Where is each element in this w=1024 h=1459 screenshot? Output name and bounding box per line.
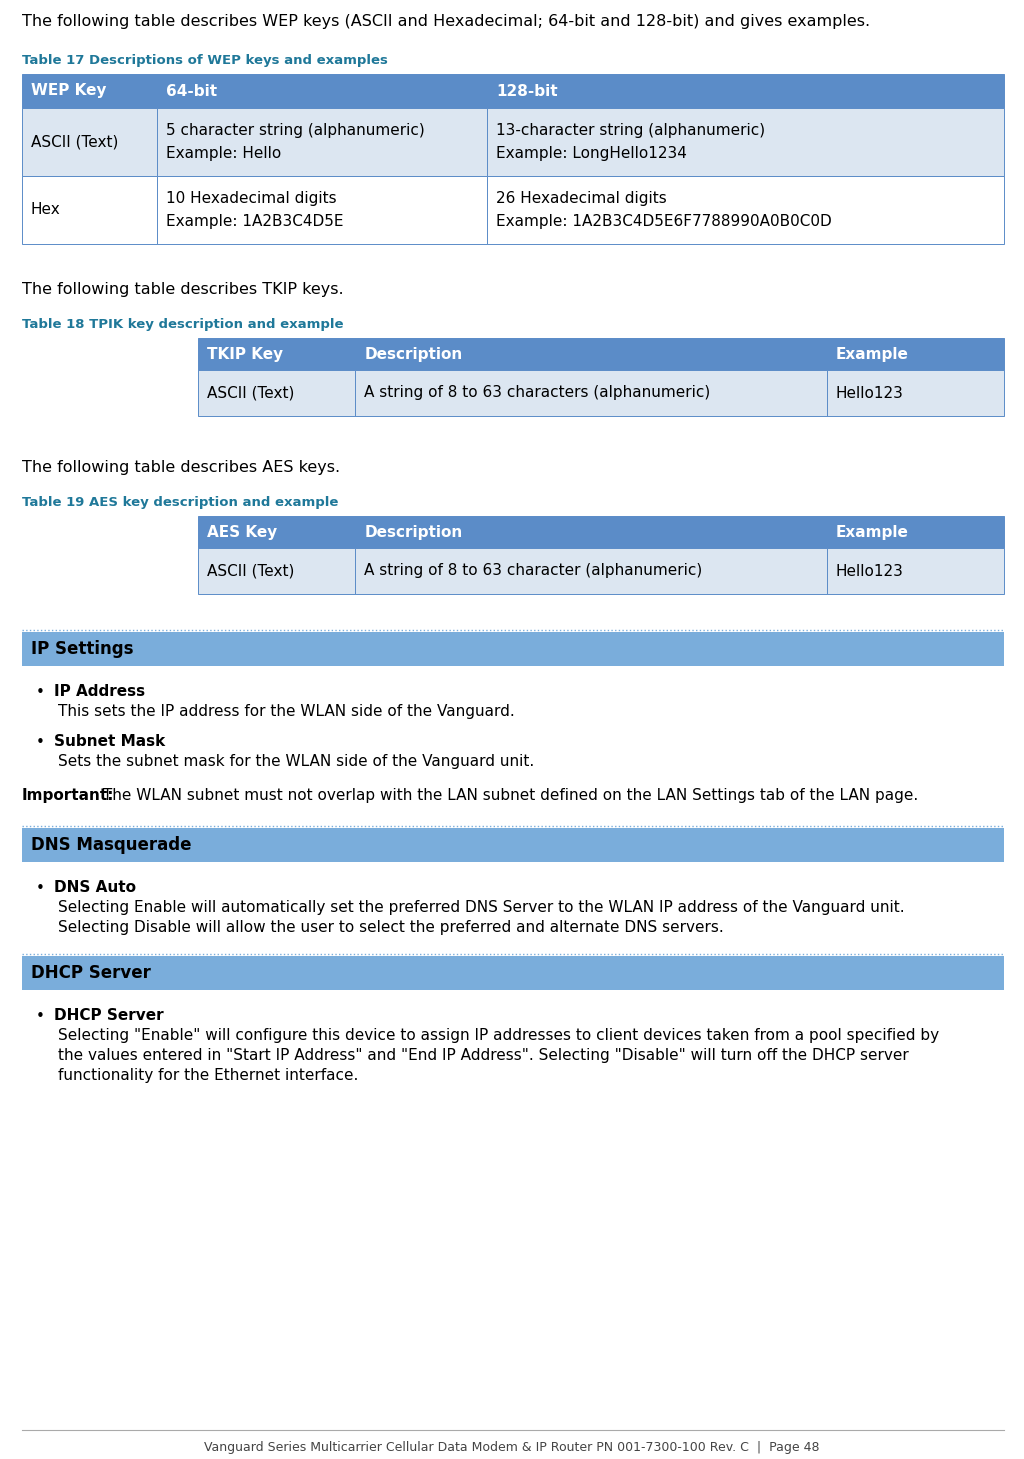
Text: IP Settings: IP Settings xyxy=(31,641,133,658)
Bar xyxy=(22,956,1004,991)
Bar xyxy=(157,108,487,177)
Bar xyxy=(157,74,487,108)
Text: The following table describes WEP keys (ASCII and Hexadecimal; 64-bit and 128-bi: The following table describes WEP keys (… xyxy=(22,15,870,29)
Text: DNS Masquerade: DNS Masquerade xyxy=(31,836,191,854)
Text: 26 Hexadecimal digits: 26 Hexadecimal digits xyxy=(497,191,668,206)
Text: WEP Key: WEP Key xyxy=(31,83,106,99)
Bar xyxy=(157,177,487,244)
Text: Example: 1A2B3C4D5E: Example: 1A2B3C4D5E xyxy=(166,214,343,229)
Bar xyxy=(355,516,826,549)
Text: The following table describes TKIP keys.: The following table describes TKIP keys. xyxy=(22,282,344,298)
Text: •: • xyxy=(36,881,45,896)
Text: •: • xyxy=(36,1010,45,1024)
Text: 5 character string (alphanumeric): 5 character string (alphanumeric) xyxy=(166,123,424,139)
Text: IP Address: IP Address xyxy=(54,684,145,699)
Text: •: • xyxy=(36,684,45,700)
Text: Important:: Important: xyxy=(22,788,115,802)
Bar xyxy=(198,549,355,594)
Text: The WLAN subnet must not overlap with the LAN subnet defined on the LAN Settings: The WLAN subnet must not overlap with th… xyxy=(98,788,919,802)
Bar xyxy=(22,108,157,177)
Bar xyxy=(22,74,157,108)
Bar xyxy=(826,549,1004,594)
Bar xyxy=(826,516,1004,549)
Text: 128-bit: 128-bit xyxy=(497,83,558,99)
Text: Description: Description xyxy=(365,346,463,362)
Bar xyxy=(487,177,1004,244)
Text: The following table describes AES keys.: The following table describes AES keys. xyxy=(22,460,340,476)
Text: A string of 8 to 63 character (alphanumeric): A string of 8 to 63 character (alphanume… xyxy=(365,563,702,579)
Text: Hello123: Hello123 xyxy=(836,563,903,579)
Text: Description: Description xyxy=(365,524,463,540)
Text: 64-bit: 64-bit xyxy=(166,83,217,99)
Text: AES Key: AES Key xyxy=(207,524,278,540)
Text: This sets the IP address for the WLAN side of the Vanguard.: This sets the IP address for the WLAN si… xyxy=(58,705,515,719)
Text: DHCP Server: DHCP Server xyxy=(54,1008,164,1023)
Text: Vanguard Series Multicarrier Cellular Data Modem & IP Router PN 001-7300-100 Rev: Vanguard Series Multicarrier Cellular Da… xyxy=(204,1441,820,1455)
Bar xyxy=(22,829,1004,862)
Bar xyxy=(355,338,826,371)
Bar xyxy=(22,177,157,244)
Bar xyxy=(355,549,826,594)
Text: Example: Example xyxy=(836,524,908,540)
Text: •: • xyxy=(36,735,45,750)
Text: Subnet Mask: Subnet Mask xyxy=(54,734,165,748)
Text: Selecting "Enable" will configure this device to assign IP addresses to client d: Selecting "Enable" will configure this d… xyxy=(58,1029,939,1043)
Bar xyxy=(487,74,1004,108)
Text: ASCII (Text): ASCII (Text) xyxy=(31,134,119,149)
Bar xyxy=(355,371,826,416)
Text: Example: 1A2B3C4D5E6F7788990A0B0C0D: Example: 1A2B3C4D5E6F7788990A0B0C0D xyxy=(497,214,833,229)
Bar xyxy=(198,338,355,371)
Text: ASCII (Text): ASCII (Text) xyxy=(207,563,294,579)
Text: ASCII (Text): ASCII (Text) xyxy=(207,385,294,401)
Text: DHCP Server: DHCP Server xyxy=(31,964,151,982)
Bar xyxy=(198,516,355,549)
Text: functionality for the Ethernet interface.: functionality for the Ethernet interface… xyxy=(58,1068,358,1083)
Text: DNS Auto: DNS Auto xyxy=(54,880,136,894)
Text: Sets the subnet mask for the WLAN side of the Vanguard unit.: Sets the subnet mask for the WLAN side o… xyxy=(58,754,535,769)
Bar xyxy=(826,338,1004,371)
Bar xyxy=(487,108,1004,177)
Text: Table 19 AES key description and example: Table 19 AES key description and example xyxy=(22,496,338,509)
Text: Table 18 TPIK key description and example: Table 18 TPIK key description and exampl… xyxy=(22,318,343,331)
Text: Example: Example xyxy=(836,346,908,362)
Bar xyxy=(22,632,1004,665)
Text: the values entered in "Start IP Address" and "End IP Address". Selecting "Disabl: the values entered in "Start IP Address"… xyxy=(58,1048,908,1064)
Text: 13-character string (alphanumeric): 13-character string (alphanumeric) xyxy=(497,123,766,139)
Text: TKIP Key: TKIP Key xyxy=(207,346,283,362)
Text: Selecting Enable will automatically set the preferred DNS Server to the WLAN IP : Selecting Enable will automatically set … xyxy=(58,900,904,915)
Text: Hex: Hex xyxy=(31,203,60,217)
Text: Table 17 Descriptions of WEP keys and examples: Table 17 Descriptions of WEP keys and ex… xyxy=(22,54,388,67)
Text: Example: LongHello1234: Example: LongHello1234 xyxy=(497,146,687,160)
Text: Selecting Disable will allow the user to select the preferred and alternate DNS : Selecting Disable will allow the user to… xyxy=(58,921,724,935)
Text: A string of 8 to 63 characters (alphanumeric): A string of 8 to 63 characters (alphanum… xyxy=(365,385,711,401)
Text: Example: Hello: Example: Hello xyxy=(166,146,281,160)
Bar xyxy=(198,371,355,416)
Bar xyxy=(826,371,1004,416)
Text: Hello123: Hello123 xyxy=(836,385,903,401)
Text: 10 Hexadecimal digits: 10 Hexadecimal digits xyxy=(166,191,336,206)
